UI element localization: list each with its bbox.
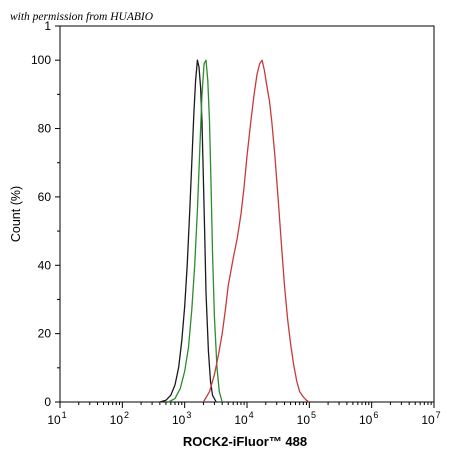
series-line-2 <box>168 59 223 403</box>
x-tick-label: 102 <box>110 410 129 427</box>
series-line-1 <box>159 59 217 403</box>
series-line-3 <box>202 59 310 403</box>
x-tick-label: 105 <box>297 410 316 427</box>
y-tick-label: 0 <box>44 395 51 409</box>
y-tick-label: 40 <box>38 258 52 272</box>
x-axis: 101 102 103 104 105 106 107 <box>47 402 441 427</box>
x-tick-label: 106 <box>359 410 378 427</box>
x-axis-title: ROCK2-iFluor™ 488 <box>183 434 307 449</box>
plot-frame <box>59 25 435 403</box>
watermark-text: with permission from HUABIO <box>10 11 154 23</box>
y-tick-label: 80 <box>38 122 52 136</box>
x-tick-label: 104 <box>234 410 253 427</box>
x-tick-label: 107 <box>421 410 440 427</box>
y-tick-label: 100 <box>31 53 51 67</box>
series-layer <box>159 59 310 403</box>
y-axis: 0 20 40 60 80 100 1 <box>31 19 60 409</box>
y-axis-title: Count (%) <box>9 186 23 242</box>
y-tick-label: 60 <box>38 190 52 204</box>
y-tick-label: 20 <box>38 327 52 341</box>
y-tick-label-partial: 1 <box>44 19 51 33</box>
x-tick-label: 103 <box>172 410 191 427</box>
x-tick-label: 101 <box>47 410 66 427</box>
